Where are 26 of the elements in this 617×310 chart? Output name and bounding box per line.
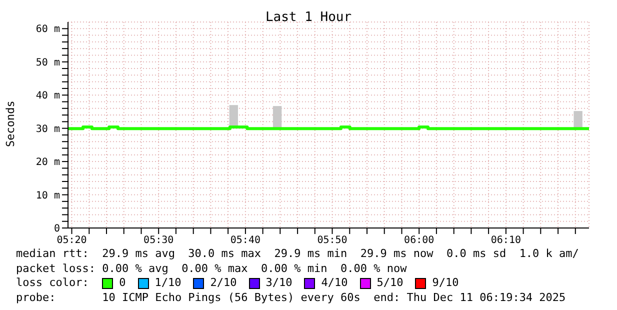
legend-label: 1/10: [154, 276, 182, 290]
y-axis-title: Seconds: [4, 100, 17, 147]
y-tick-label: 0: [54, 224, 60, 235]
chart-title: Last 1 Hour: [264, 10, 353, 25]
x-tick-label: 05:50: [317, 235, 348, 246]
x-tick-label: 05:30: [144, 235, 174, 246]
y-tick-label: 40 m: [36, 90, 60, 102]
text: median rtt: 29.9 ms avg 30.0 ms max 29.9 ms min 29.9 ms now 0.0 ms sd 1.0 k am/: [16, 247, 579, 262]
text: packet loss: 0.00 % avg 0.00 % max 0.00 % min 0.00 % now: [16, 262, 408, 276]
y-tick-label: 20 m: [36, 157, 60, 168]
legend-label: 9/10: [432, 276, 459, 290]
y-tick-label: 10 m: [36, 190, 60, 202]
legend-label: 4/10: [321, 276, 348, 290]
y-tick-label: 50 m: [36, 57, 60, 68]
x-tick-label: 05:40: [230, 235, 261, 246]
x-tick-label: 06:00: [404, 235, 434, 246]
legend-label: 3/10: [266, 276, 292, 290]
x-tick-label: 06:10: [490, 235, 522, 246]
legend-label: 5/10: [376, 276, 404, 290]
text: probe: 10 ICMP Echo Pings (56 Bytes) every 60s end: Thu Dec 11 06:19:34 2025: [16, 290, 567, 305]
legend-label: 2/10: [210, 276, 237, 290]
legend-title: loss color:: [16, 276, 90, 290]
y-tick-label: 30 m: [36, 124, 60, 135]
x-tick-label: 05:20: [56, 235, 87, 246]
legend-label: 0: [119, 276, 126, 290]
y-tick-label: 60 m: [36, 24, 60, 36]
